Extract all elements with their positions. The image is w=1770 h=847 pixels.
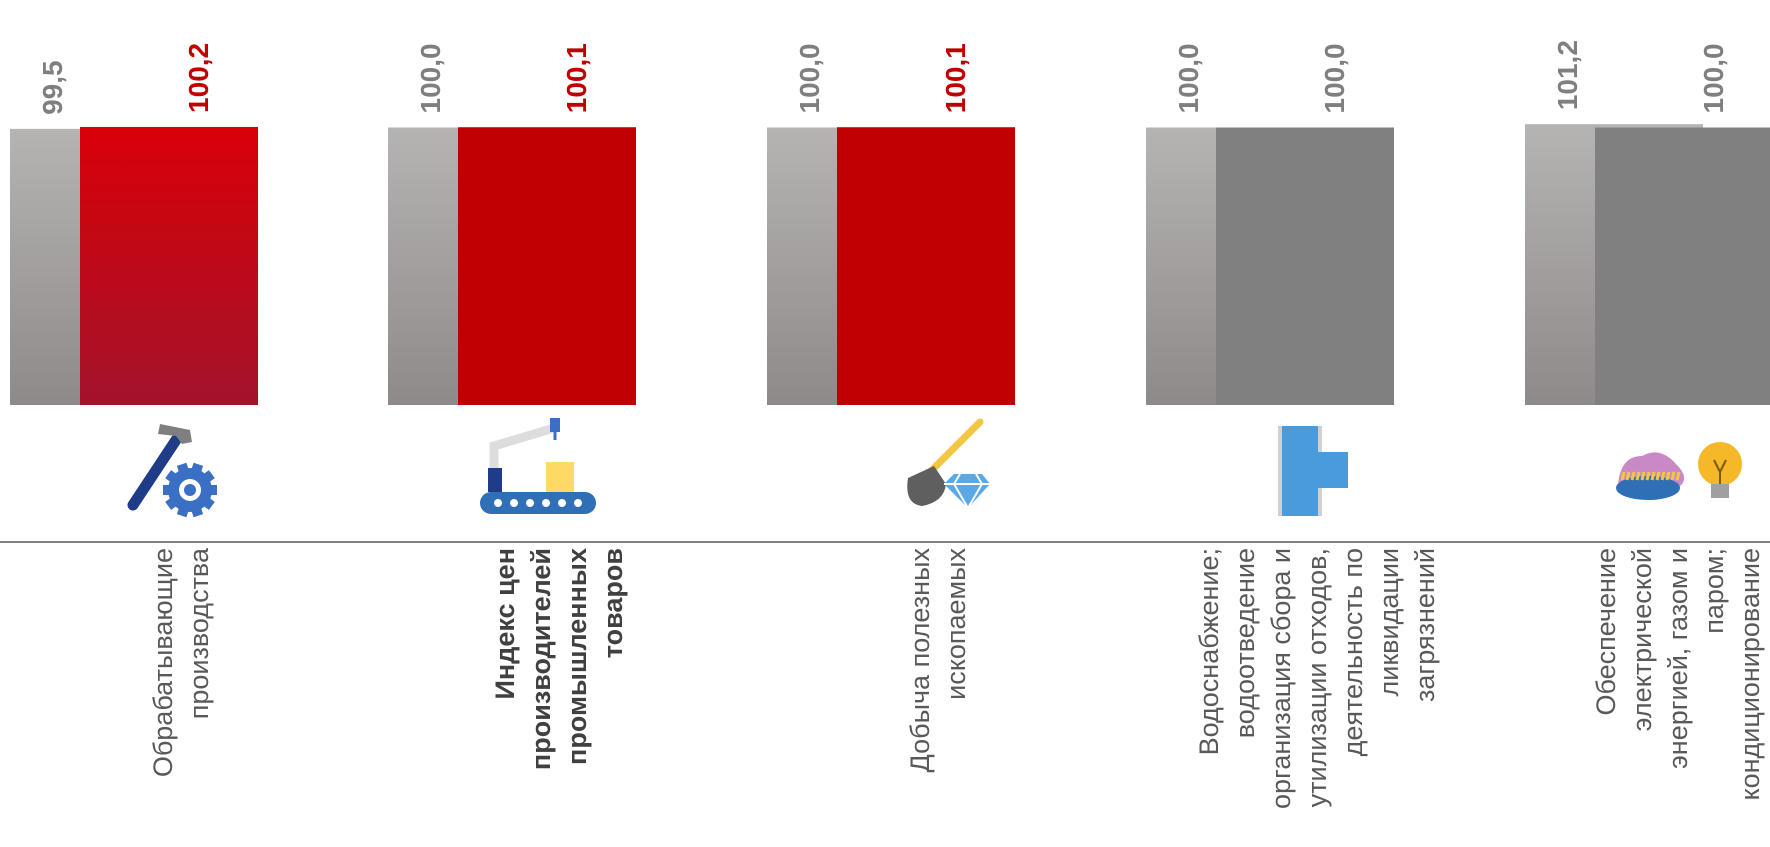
water-pipe-icon: [1278, 426, 1348, 516]
category-label-2-line-0: Добыча полезных: [905, 548, 935, 773]
category-label-4-line-0: Обеспечение: [1591, 548, 1621, 716]
category-label-3-line-5: ликвидации: [1374, 548, 1404, 696]
value-label-s1-4: 101,2: [1552, 40, 1583, 110]
bar-series2-1: [458, 127, 636, 405]
category-label-3-line-2: организация сбора и: [1266, 548, 1296, 809]
category-label-4-line-4: кондиционирование: [1735, 548, 1765, 801]
category-label-0-line-1: производства: [184, 547, 214, 719]
icons-layer: [127, 418, 1742, 518]
category-label-3-line-1: водоотведение: [1230, 548, 1260, 738]
shovel-diamond-icon: [907, 418, 990, 510]
bar-series2-2: [837, 127, 1015, 405]
category-label-4-line-2: энергией, газом и: [1663, 548, 1693, 769]
value-label-s2-2: 100,1: [940, 43, 971, 113]
value-label-s2-1: 100,1: [561, 43, 592, 113]
category-label-4-line-3: паром;: [1699, 548, 1729, 634]
labels-layer: 99,5 100,2 Обрабатывающие производства 100,0…: [37, 40, 1765, 809]
value-label-s1-1: 100,0: [415, 43, 446, 113]
hammer-gear-icon: [127, 424, 217, 518]
value-label-s1-2: 100,0: [794, 43, 825, 113]
category-label-0-line-0: Обрабатывающие: [148, 548, 178, 777]
category-label-3-line-6: загрязнений: [1410, 548, 1440, 702]
bar-series2-0: [80, 126, 258, 405]
bars-layer: [10, 124, 1770, 406]
category-label-1-line-0: Индекс цен: [490, 548, 520, 699]
value-label-s1-0: 99,5: [37, 60, 68, 115]
gas-flame-bulb-icon: [1616, 442, 1742, 500]
category-label-3-line-3: утилизации отходов,: [1302, 548, 1332, 807]
category-label-3-line-0: Водоснабжение;: [1194, 548, 1224, 755]
value-label-s2-4: 100,0: [1698, 43, 1729, 113]
conveyor-robot-icon: [480, 418, 596, 514]
category-label-3-line-4: деятельность по: [1338, 548, 1368, 756]
bar-series2-3: [1216, 127, 1394, 405]
bar-series2-4: [1595, 127, 1770, 405]
category-label-1-line-3: товаров: [598, 548, 628, 658]
category-label-4-line-1: электрической: [1627, 548, 1657, 731]
category-label-1-line-1: производителей: [526, 548, 556, 770]
category-label-1-line-2: промышленных: [562, 548, 592, 765]
category-label-2-line-1: ископаемых: [941, 548, 971, 700]
value-label-s2-3: 100,0: [1319, 43, 1350, 113]
value-label-s2-0: 100,2: [183, 43, 214, 113]
value-label-s1-3: 100,0: [1173, 43, 1204, 113]
